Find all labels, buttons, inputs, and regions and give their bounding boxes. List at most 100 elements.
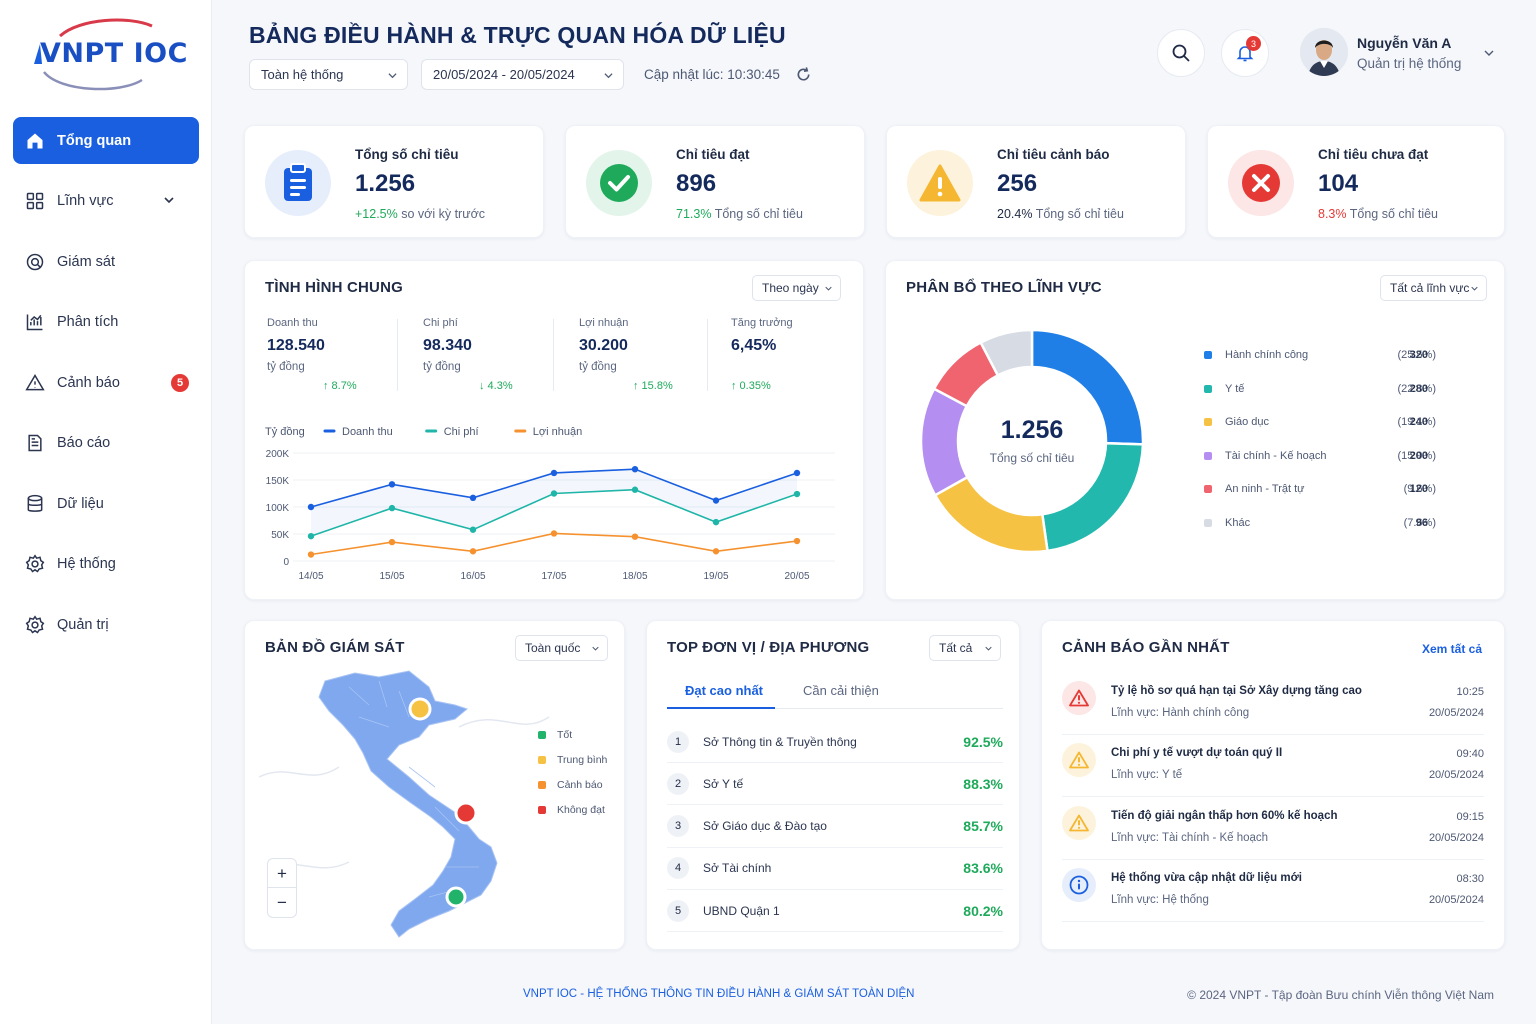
data-point[interactable] — [307, 532, 315, 540]
legend-item[interactable]: Doanh thu — [323, 426, 393, 438]
legend-percent: (9.6%) — [1403, 483, 1436, 495]
legend-label: Cảnh báo — [557, 779, 603, 791]
donut-slice[interactable] — [933, 475, 1049, 554]
sidebar-item-label: Hệ thống — [57, 556, 116, 572]
database-icon — [27, 494, 43, 512]
kpi-sub-label: Tổng số chỉ tiêu — [714, 207, 803, 221]
kpi-sub-label: so với kỳ trước — [401, 207, 486, 221]
donut-slice[interactable] — [919, 387, 970, 497]
x-tick-label: 17/05 — [541, 571, 566, 582]
legend-item[interactable]: Lợi nhuận — [514, 426, 582, 438]
period-select-value: Theo ngày — [762, 281, 819, 295]
data-point[interactable] — [631, 533, 639, 540]
data-point[interactable] — [631, 466, 639, 473]
kpi-value: 896 — [676, 170, 717, 197]
data-point[interactable] — [469, 494, 477, 502]
view-all-link[interactable]: Xem tất cả — [1421, 642, 1482, 656]
legend-item[interactable]: Hành chính công — [1204, 349, 1308, 361]
zoom-in-button[interactable]: + — [268, 859, 296, 888]
legend-item[interactable]: Tài chính - Kế hoạch — [1204, 450, 1327, 462]
data-point[interactable] — [469, 526, 477, 533]
ranking-row[interactable]: 3 Sở Giáo dục & Đào tạo 85.7% — [667, 806, 1003, 848]
kpi-change: +12.5% — [355, 207, 398, 221]
alert-item[interactable]: Tiến độ giải ngân thấp hơn 60% kế hoạch L… — [1062, 798, 1484, 860]
search-button[interactable] — [1157, 29, 1205, 77]
map-marker-average[interactable] — [408, 697, 432, 721]
sidebar-item-giam-sat[interactable]: Giám sát — [13, 238, 199, 285]
data-point[interactable] — [793, 537, 801, 545]
distribution-card: PHÂN BỔ THEO LĨNH VỰC Tất cả lĩnh vực 1.… — [885, 260, 1505, 600]
data-point[interactable] — [388, 538, 396, 546]
y-tick-label: 0 — [283, 557, 289, 568]
sidebar-item-bao-cao[interactable]: Báo cáo — [13, 420, 199, 467]
sidebar-item-quan-tri[interactable]: Quản trị — [13, 601, 199, 648]
section-title: PHÂN BỔ THEO LĨNH VỰC — [906, 279, 1102, 296]
sidebar-item-tong-quan[interactable]: Tổng quan — [13, 117, 199, 164]
chevron-down-icon[interactable] — [163, 194, 175, 206]
date-range-picker[interactable]: 20/05/2024 - 20/05/2024 — [421, 59, 624, 90]
map-marker-failed[interactable] — [454, 801, 478, 825]
chevron-down-icon[interactable] — [1484, 48, 1494, 58]
alert-item[interactable]: Tỷ lệ hồ sơ quá hạn tại Sở Xây dựng tăng… — [1062, 673, 1484, 735]
data-point[interactable] — [307, 551, 315, 558]
legend-item[interactable]: Giáo dục — [1204, 416, 1269, 428]
grid-icon — [26, 192, 44, 210]
chevron-down-icon — [604, 73, 613, 79]
data-point[interactable] — [307, 503, 315, 511]
ranking-row[interactable]: 4 Sở Tài chính 83.6% — [667, 848, 1003, 890]
zoom-out-button[interactable]: − — [277, 893, 287, 912]
data-point[interactable] — [388, 481, 396, 488]
ranking-row[interactable]: 5 UBND Quận 1 80.2% — [667, 890, 1003, 933]
field-filter-select[interactable]: Tất cả lĩnh vực — [1380, 275, 1487, 301]
data-point[interactable] — [631, 486, 639, 493]
ranking-row[interactable]: 2 Sở Y tế 88.3% — [667, 763, 1003, 806]
y-tick-label: 150K — [266, 476, 290, 487]
data-point[interactable] — [712, 497, 720, 504]
data-point[interactable] — [550, 490, 558, 497]
map-marker-good[interactable] — [445, 886, 467, 908]
data-point[interactable] — [469, 548, 477, 555]
avatar[interactable] — [1300, 28, 1348, 76]
legend-value: 240 — [1409, 416, 1428, 428]
data-point[interactable] — [712, 518, 720, 526]
alert-item[interactable]: Chi phí y tế vượt dự toán quý II Lĩnh vực… — [1062, 735, 1484, 798]
data-point[interactable] — [712, 548, 720, 555]
sidebar-item-phan-tich[interactable]: Phân tích — [13, 299, 199, 346]
sidebar-item-label: Báo cáo — [57, 435, 111, 451]
vnpt-ioc-logo[interactable]: VNPT IOC — [30, 14, 190, 94]
legend-item[interactable]: Chi phí — [425, 426, 479, 438]
ranking-row[interactable]: 1 Sở Thông tin & Truyền thông 92.5% — [667, 721, 1003, 763]
tab-highest[interactable]: Đạt cao nhất — [685, 683, 764, 698]
data-point[interactable] — [550, 530, 558, 537]
sidebar-item-du-lieu[interactable]: Dữ liệu — [13, 480, 199, 527]
line-chart: Tỷ đồng Doanh thu Chi phí Lợi nhuận 200K 150K… — [265, 426, 835, 582]
sidebar-item-he-thong[interactable]: Hệ thống — [13, 541, 199, 588]
alert-item[interactable]: Hệ thống vừa cập nhật dữ liệu mới Lĩnh vự… — [1062, 860, 1484, 922]
donut-slice[interactable] — [979, 328, 1034, 378]
data-point[interactable] — [550, 469, 558, 477]
refresh-icon[interactable] — [795, 66, 812, 83]
notification-button[interactable]: 3 — [1221, 29, 1269, 77]
ranking-filter-select[interactable]: Tất cả — [929, 635, 1001, 661]
legend-item[interactable]: An ninh - Trật tự — [1204, 483, 1305, 495]
legend-item[interactable]: Khác — [1204, 517, 1250, 529]
legend-item[interactable]: Y tế — [1204, 383, 1244, 395]
data-point[interactable] — [793, 469, 801, 477]
stat-cost: Chi phí 98.340 tỷ đồng ↓ 4.3% — [423, 317, 563, 392]
data-point[interactable] — [388, 504, 396, 512]
section-title: CẢNH BÁO GẦN NHẤT — [1062, 639, 1230, 656]
user-role: Quản trị hệ thống — [1357, 56, 1462, 71]
chevron-down-icon — [388, 73, 397, 79]
data-point[interactable] — [793, 490, 801, 498]
legend-swatch — [1204, 451, 1212, 460]
tab-need-improvement[interactable]: Cần cải thiện — [803, 683, 879, 698]
scope-select[interactable]: Toàn hệ thống — [249, 59, 408, 90]
region-select[interactable]: Toàn quốc — [515, 635, 608, 661]
period-select[interactable]: Theo ngày — [752, 275, 841, 301]
sidebar-item-linh-vuc[interactable]: Lĩnh vực — [13, 178, 199, 225]
rank-number: 3 — [667, 815, 689, 838]
search-icon — [1172, 44, 1190, 62]
sidebar-item-canh-bao[interactable]: Cảnh báo 5 — [13, 359, 199, 406]
sidebar-item-label: Tổng quan — [57, 132, 132, 149]
vietnam-map[interactable] — [259, 667, 559, 943]
